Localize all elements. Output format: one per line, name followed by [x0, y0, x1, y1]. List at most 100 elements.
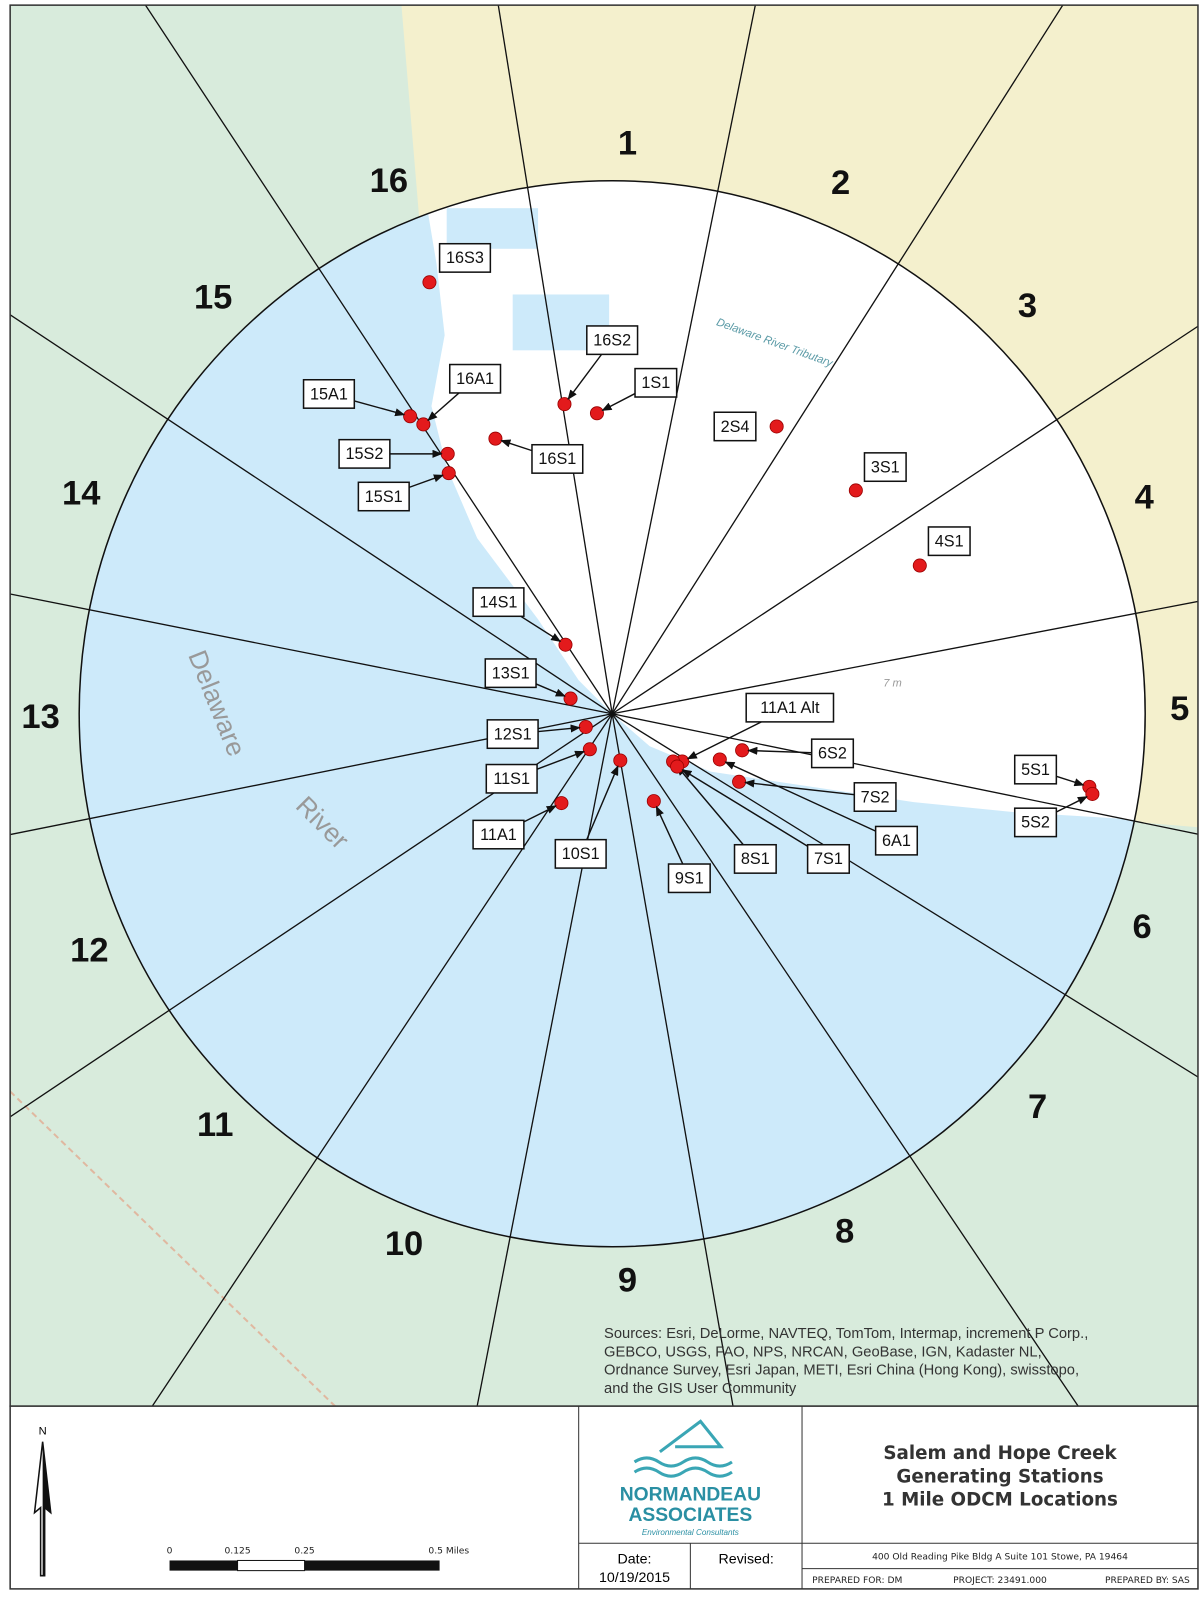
logo-waves: [633, 1419, 733, 1478]
map-title: 1 Mile ODCM Locations: [882, 1490, 1118, 1511]
station-box: [357, 481, 410, 512]
station-label: 14S1: [480, 593, 518, 611]
sources: Ordnance Survey, Esri Japan, METI, Esri …: [604, 1363, 1079, 1379]
sector-line: [612, 600, 1198, 715]
station-box: [667, 863, 711, 894]
station-arrow: [744, 779, 855, 796]
station-dot: [589, 406, 604, 421]
sources: and the GIS User Community: [604, 1381, 797, 1397]
station-box: [733, 843, 777, 874]
station-box: [874, 825, 919, 856]
station-dot: [416, 417, 431, 432]
station-box: [1013, 754, 1058, 785]
station-arrow: [427, 392, 460, 422]
station-box: [634, 367, 678, 398]
station-arrow: [1056, 796, 1088, 813]
north-arrow-half: [42, 1441, 51, 1576]
scale-seg: [304, 1560, 440, 1571]
sector-line: [612, 713, 1198, 835]
scale-label: 0.5 Miles: [428, 1546, 469, 1556]
station-label: 16S1: [538, 450, 576, 468]
sector-number: 12: [70, 931, 108, 969]
station-arrow: [676, 765, 744, 846]
station-label: 15S2: [346, 445, 384, 463]
sector-line: [611, 713, 1079, 1407]
station-dot: [848, 483, 863, 498]
station-label: 13S1: [492, 664, 530, 682]
station-label: 5S2: [1021, 814, 1050, 832]
scale-seg: [237, 1559, 306, 1572]
station-dot: [440, 446, 455, 461]
sector-number: 4: [1135, 479, 1154, 517]
station-box: [810, 738, 855, 769]
prepared-by: PREPARED BY: SAS: [1105, 1576, 1190, 1586]
sector-number: 7: [1028, 1088, 1047, 1126]
station-box: [853, 782, 897, 812]
station-label: 11S1: [493, 770, 530, 788]
station-dot: [488, 431, 503, 446]
station-label: 9S1: [675, 870, 704, 888]
station-label: 8S1: [741, 850, 770, 868]
sector-number: 13: [21, 698, 59, 736]
pond: [446, 208, 539, 249]
sector-number: 9: [618, 1261, 637, 1299]
station-dot: [735, 743, 750, 758]
title-block: N 0 0.125 0.25 0.5 Miles NORMANDEAU ASSO…: [9, 1405, 1199, 1590]
sector-line: [151, 713, 613, 1407]
block-border: [9, 1405, 1199, 1590]
prepared-for: PREPARED FOR: DM: [812, 1576, 902, 1586]
sector-number: 1: [618, 124, 637, 162]
scale-label: 0.125: [225, 1546, 251, 1556]
station-box: [863, 452, 907, 483]
station-dot: [422, 275, 437, 290]
station-label: 11A1: [480, 826, 517, 844]
sector-number: 10: [385, 1225, 423, 1263]
station-box: [1013, 807, 1058, 838]
address: 400 Old Reading Pike Bldg A Suite 101 St…: [872, 1552, 1128, 1562]
station-box: [806, 843, 850, 874]
station-arrow: [655, 805, 684, 865]
one-mile-circle: [78, 180, 1146, 1248]
station-box: [554, 838, 607, 869]
road: [10, 1090, 336, 1407]
station-dot: [912, 558, 927, 573]
station-arrow: [586, 765, 619, 840]
station-label: 7S1: [814, 850, 843, 868]
station-box: [586, 325, 639, 356]
date-label: Date:: [618, 1552, 652, 1568]
station-arrow: [601, 392, 636, 412]
sector-number: 2: [831, 164, 850, 202]
sector-number: 11: [197, 1106, 233, 1144]
sector-line: [611, 5, 756, 714]
station-dot: [670, 759, 685, 774]
map-frame: [10, 5, 1198, 1407]
north-label: N: [39, 1426, 47, 1438]
station-label: 7S2: [861, 788, 890, 806]
sector-number: 5: [1170, 690, 1189, 728]
station-box: [338, 438, 391, 469]
station-dot: [554, 796, 569, 811]
scale-seg: [169, 1560, 238, 1571]
station-dot: [563, 691, 578, 706]
sector-line: [497, 5, 613, 714]
logo-name: ASSOCIATES: [628, 1505, 752, 1526]
sector-number: 3: [1018, 287, 1037, 325]
station-arrow: [520, 615, 562, 643]
station-label: 5S1: [1021, 761, 1050, 779]
sector-line: [476, 713, 613, 1407]
station-dot: [558, 637, 573, 652]
station-box: [472, 819, 525, 850]
sector-number: 8: [835, 1213, 854, 1251]
project: PROJECT: 23491.000: [953, 1576, 1047, 1586]
sector-number: 14: [62, 475, 100, 513]
station-label: 16S2: [593, 331, 631, 349]
station-box: [531, 443, 584, 474]
station-label: 6S2: [818, 745, 847, 763]
station-box: [927, 526, 971, 557]
station-label: 4S1: [935, 532, 964, 550]
sector-line: [611, 5, 1064, 715]
station-dot: [582, 742, 597, 757]
station-arrow: [535, 683, 566, 697]
station-dot: [441, 466, 456, 481]
station-arrow: [538, 724, 581, 733]
